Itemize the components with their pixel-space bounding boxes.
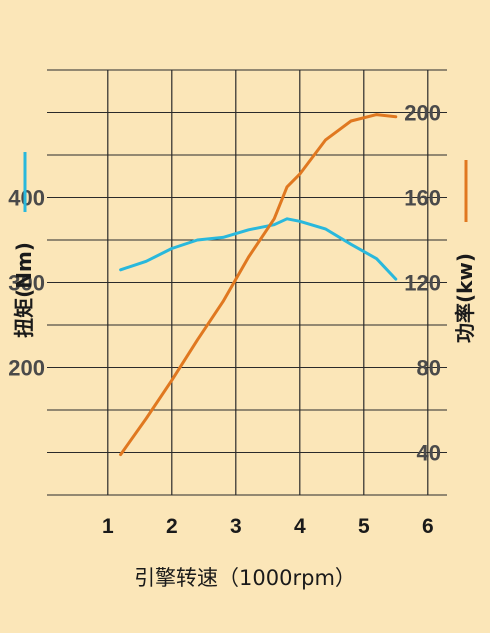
x-tick-label: 6 — [422, 515, 434, 538]
series-layer — [119, 113, 398, 457]
y-left-tick-label: 400 — [8, 186, 45, 211]
y-left-tick-label: 300 — [8, 271, 45, 296]
y-right-tick-label: 160 — [404, 186, 441, 211]
x-axis-title: 引擎转速（1000rpm） — [134, 566, 356, 590]
x-tick-label: 2 — [166, 515, 178, 538]
grid — [47, 69, 447, 496]
y-left-tick-label: 200 — [8, 356, 45, 381]
y-right-tick-label: 80 — [417, 356, 441, 381]
y-right-tick-label: 120 — [404, 271, 441, 296]
y-right-axis-title: 功率(kw) — [453, 253, 477, 343]
y-left-axis-title: 扭矩(Nm) — [12, 242, 36, 338]
labels: 200 300 400 40 80 120 160 200 1 2 3 4 5 6 引擎转速（1000rpm… — [8, 101, 477, 591]
x-tick-label: 3 — [230, 515, 242, 538]
x-tick-label: 1 — [102, 515, 114, 538]
x-tick-label: 4 — [294, 515, 306, 538]
x-tick-label: 5 — [358, 515, 370, 538]
torque-series-line — [119, 217, 398, 281]
power-series-line — [119, 113, 398, 457]
y-right-tick-label: 40 — [417, 441, 441, 466]
y-right-tick-label: 200 — [404, 101, 441, 126]
